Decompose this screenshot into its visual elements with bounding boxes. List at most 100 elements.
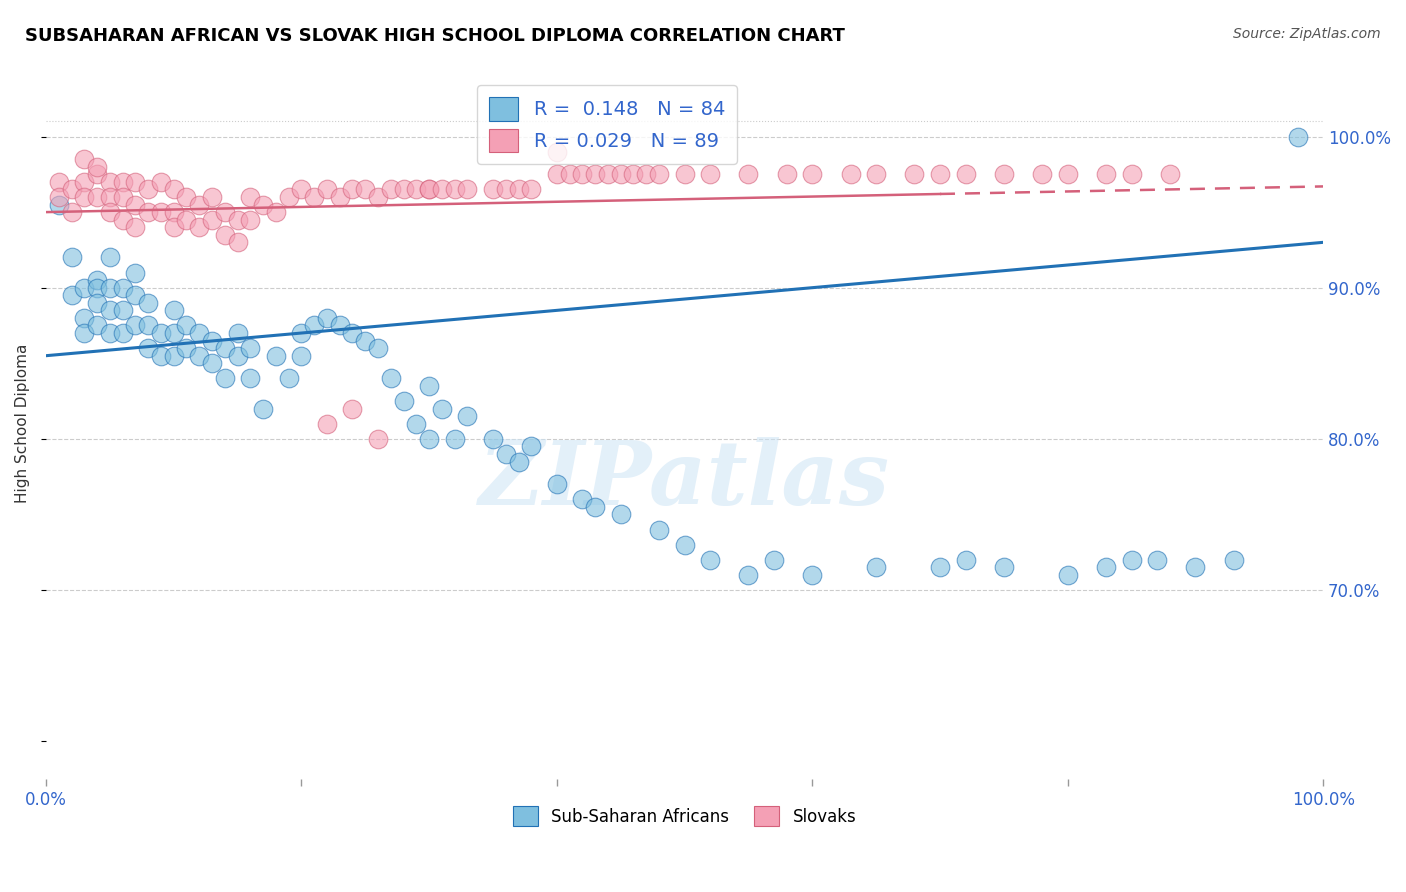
- Point: [520, 182, 543, 196]
- Point: [48, 197, 70, 211]
- Point: [124, 318, 146, 333]
- Point: [163, 182, 186, 196]
- Point: [865, 560, 887, 574]
- Point: [86, 295, 108, 310]
- Point: [149, 175, 172, 189]
- Point: [214, 341, 236, 355]
- Point: [163, 205, 186, 219]
- Point: [239, 212, 262, 227]
- Point: [993, 167, 1015, 181]
- Point: [111, 326, 134, 340]
- Point: [188, 326, 211, 340]
- Point: [482, 182, 505, 196]
- Point: [456, 182, 478, 196]
- Point: [418, 379, 440, 393]
- Point: [329, 318, 352, 333]
- Point: [201, 334, 224, 348]
- Point: [1095, 560, 1118, 574]
- Point: [124, 197, 146, 211]
- Point: [98, 175, 121, 189]
- Point: [1159, 167, 1181, 181]
- Point: [1184, 560, 1206, 574]
- Point: [865, 167, 887, 181]
- Text: Source: ZipAtlas.com: Source: ZipAtlas.com: [1233, 27, 1381, 41]
- Point: [111, 303, 134, 318]
- Point: [546, 145, 568, 159]
- Point: [571, 492, 593, 507]
- Point: [98, 205, 121, 219]
- Point: [252, 401, 274, 416]
- Point: [214, 227, 236, 242]
- Point: [609, 167, 631, 181]
- Point: [98, 190, 121, 204]
- Point: [176, 190, 198, 204]
- Point: [188, 197, 211, 211]
- Point: [111, 212, 134, 227]
- Point: [124, 175, 146, 189]
- Point: [290, 182, 312, 196]
- Point: [571, 167, 593, 181]
- Point: [367, 341, 389, 355]
- Point: [1121, 553, 1143, 567]
- Point: [226, 349, 249, 363]
- Point: [136, 182, 159, 196]
- Point: [456, 409, 478, 424]
- Point: [699, 553, 721, 567]
- Point: [1056, 567, 1078, 582]
- Point: [636, 167, 658, 181]
- Point: [136, 318, 159, 333]
- Point: [86, 318, 108, 333]
- Point: [302, 190, 325, 204]
- Point: [136, 205, 159, 219]
- Point: [1095, 167, 1118, 181]
- Point: [149, 326, 172, 340]
- Point: [316, 417, 339, 431]
- Point: [418, 432, 440, 446]
- Point: [482, 432, 505, 446]
- Point: [136, 341, 159, 355]
- Point: [955, 167, 977, 181]
- Point: [342, 326, 364, 340]
- Point: [149, 205, 172, 219]
- Point: [73, 326, 96, 340]
- Point: [380, 371, 402, 385]
- Point: [316, 310, 339, 325]
- Point: [1031, 167, 1053, 181]
- Point: [673, 538, 696, 552]
- Point: [239, 341, 262, 355]
- Point: [60, 205, 83, 219]
- Point: [86, 160, 108, 174]
- Point: [48, 175, 70, 189]
- Point: [546, 477, 568, 491]
- Point: [430, 182, 453, 196]
- Point: [124, 266, 146, 280]
- Point: [623, 167, 645, 181]
- Point: [737, 167, 759, 181]
- Point: [495, 447, 517, 461]
- Point: [252, 197, 274, 211]
- Point: [86, 167, 108, 181]
- Point: [929, 560, 952, 574]
- Point: [1146, 553, 1168, 567]
- Point: [149, 349, 172, 363]
- Point: [73, 190, 96, 204]
- Point: [111, 190, 134, 204]
- Point: [430, 401, 453, 416]
- Point: [583, 500, 606, 514]
- Point: [316, 182, 339, 196]
- Point: [380, 182, 402, 196]
- Point: [124, 288, 146, 302]
- Point: [392, 182, 415, 196]
- Point: [583, 167, 606, 181]
- Point: [214, 205, 236, 219]
- Point: [239, 190, 262, 204]
- Point: [903, 167, 925, 181]
- Point: [354, 334, 377, 348]
- Point: [264, 205, 287, 219]
- Point: [546, 167, 568, 181]
- Point: [73, 175, 96, 189]
- Point: [264, 349, 287, 363]
- Point: [226, 326, 249, 340]
- Point: [73, 281, 96, 295]
- Point: [201, 190, 224, 204]
